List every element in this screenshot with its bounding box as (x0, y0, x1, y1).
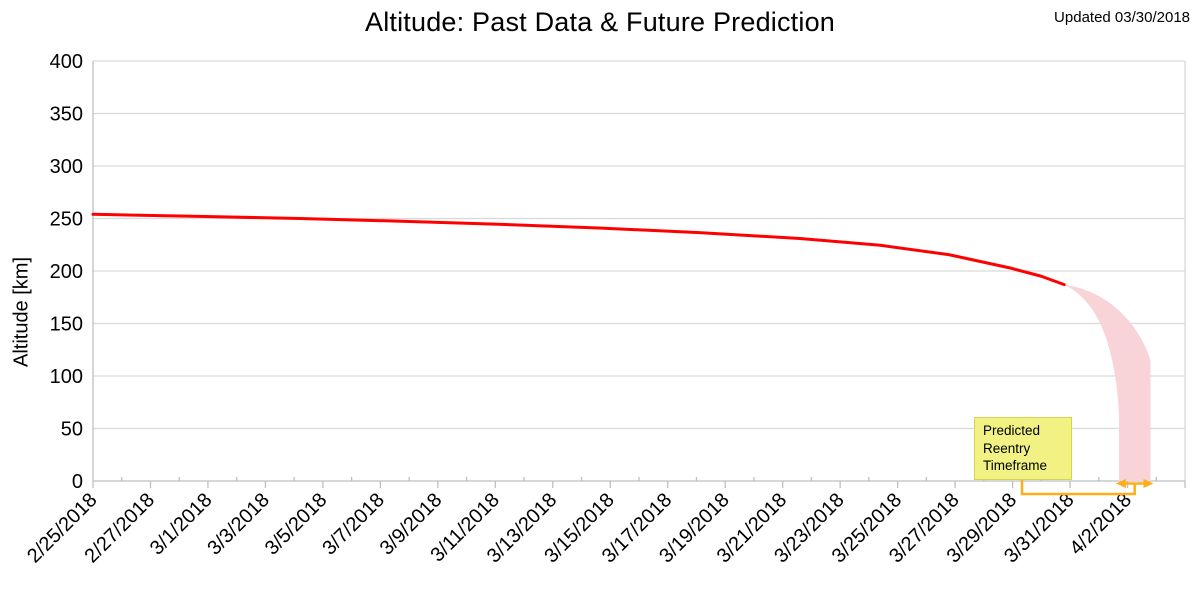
y-tick-label-300: 300 (50, 156, 83, 178)
x-tick-label: 3/5/2018 (261, 489, 332, 560)
arrow-right-head-icon (1143, 479, 1154, 488)
chart-title: Altitude: Past Data & Future Prediction (364, 7, 836, 37)
y-tick-label-250: 250 (50, 209, 83, 231)
past-altitude-line (91, 212, 1066, 287)
annotation-line-1: Predicted (983, 423, 1041, 438)
y-tick-label-100: 100 (50, 366, 83, 388)
y-tick-label-350: 350 (50, 104, 83, 126)
annotation-connector-line (1020, 477, 1136, 496)
y-tick-label-400: 400 (50, 51, 83, 73)
prediction-uncertainty-band (1064, 284, 1151, 481)
x-tick-label: 3/7/2018 (318, 489, 389, 560)
y-tick-label-150: 150 (50, 314, 83, 336)
arrow-left-head-icon (1115, 479, 1126, 488)
updated-date-label: Updated 03/30/2018 (1054, 9, 1190, 26)
x-tick-label: 3/1/2018 (146, 489, 217, 560)
y-tick-label-50: 50 (61, 419, 83, 441)
y-tick-label-200: 200 (50, 261, 83, 283)
y-tick-label-0: 0 (72, 471, 83, 493)
annotation-line-3: Timeframe (983, 458, 1048, 474)
x-tick-label: 4/2/2018 (1065, 489, 1136, 560)
annotation-line-2: Reentry (983, 440, 1031, 456)
x-tick-label: 3/3/2018 (203, 489, 274, 560)
predicted-reentry-annotation: Predicted Reentry Timeframe (974, 417, 1072, 480)
